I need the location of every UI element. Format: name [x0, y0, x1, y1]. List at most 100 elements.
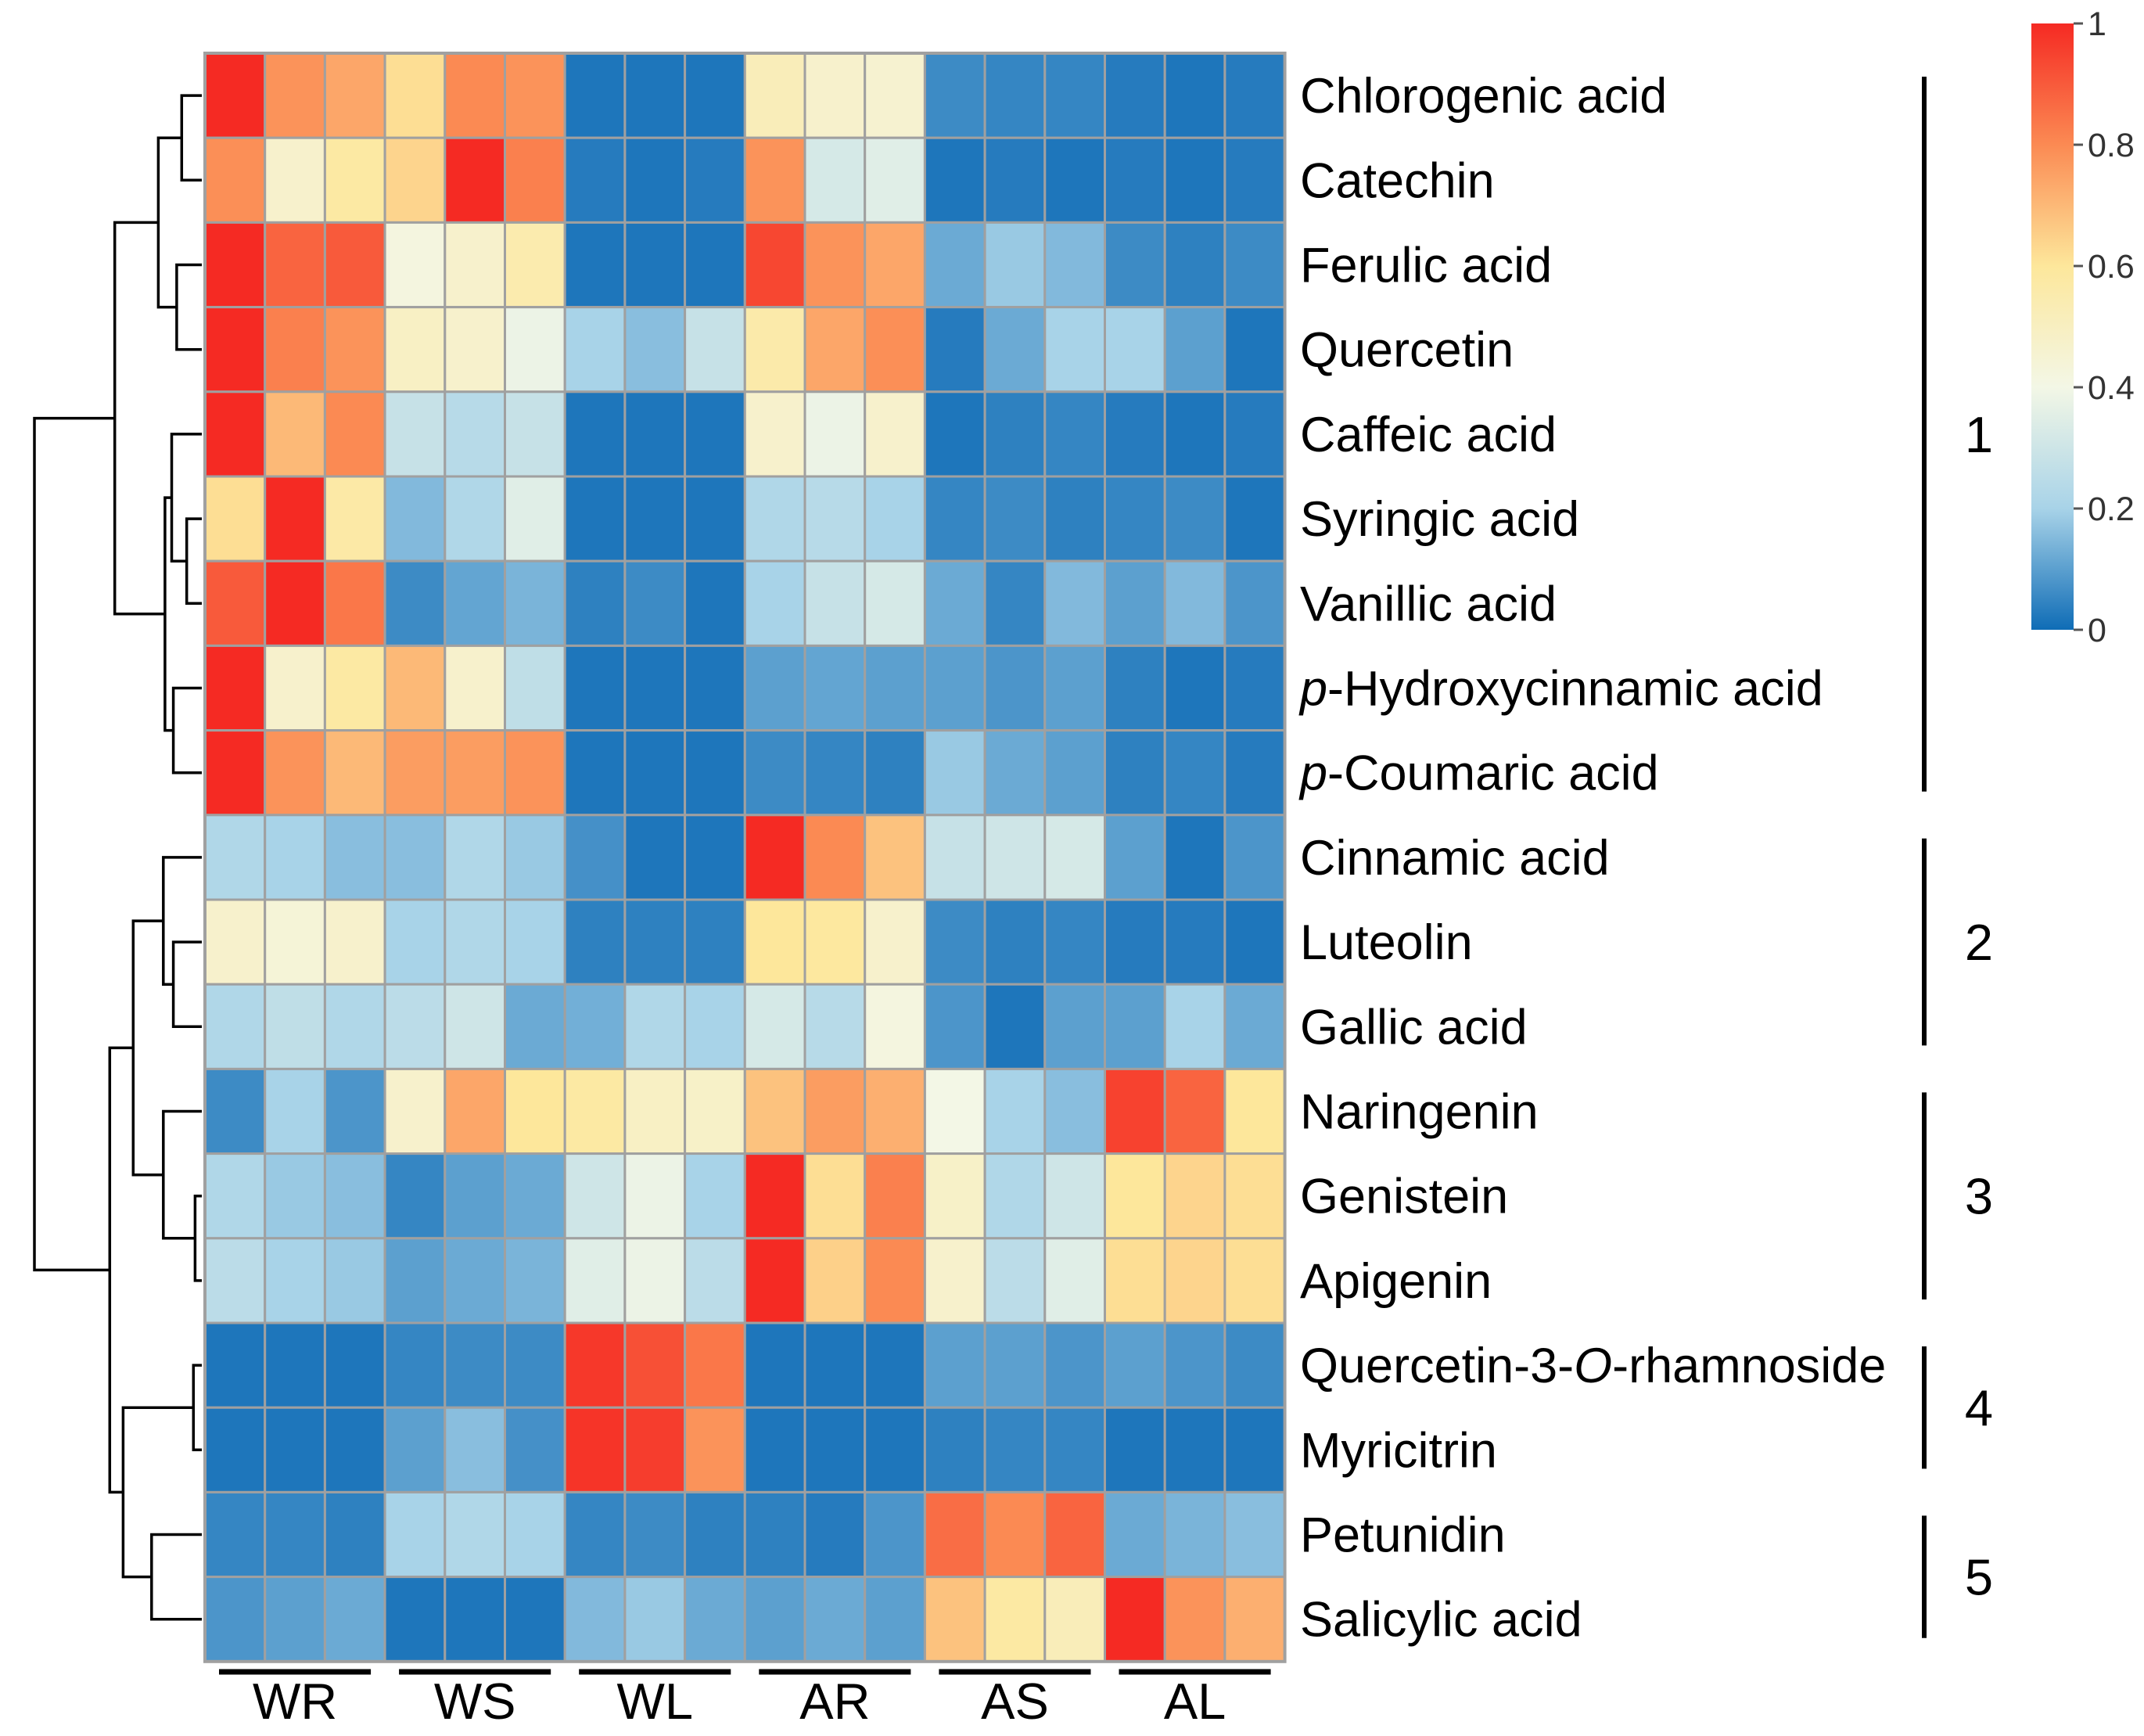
cluster-label: 1	[1965, 406, 1993, 463]
heatmap-cell	[504, 52, 566, 139]
heatmap-cell	[623, 1406, 687, 1493]
heatmap-cell	[623, 644, 687, 732]
heatmap-cell	[743, 221, 806, 309]
heatmap-cell	[743, 814, 806, 901]
heatmap-cell	[1223, 475, 1287, 562]
heatmap-cell	[264, 306, 326, 394]
heatmap-cell	[504, 644, 566, 732]
heatmap-cell	[383, 559, 447, 647]
heatmap-cell	[1223, 390, 1287, 478]
heatmap-cell	[1104, 390, 1166, 478]
heatmap-cell	[323, 52, 386, 139]
heatmap-cell	[923, 1067, 986, 1156]
heatmap-cell	[444, 136, 506, 224]
heatmap-cell	[203, 644, 267, 732]
heatmap-cell	[1043, 1576, 1107, 1663]
heatmap-cell	[1043, 221, 1107, 309]
row-label: Salicylic acid	[1300, 1593, 1582, 1648]
heatmap-cell	[1223, 1321, 1287, 1409]
heatmap-cell	[444, 52, 506, 139]
heatmap-cell	[383, 814, 447, 901]
heatmap-cell	[383, 1321, 447, 1409]
heatmap-cell	[684, 52, 746, 139]
heatmap-cells	[203, 52, 1287, 1663]
heatmap-cell	[264, 814, 326, 901]
heatmap-cell	[203, 390, 267, 478]
heatmap-cell	[383, 1576, 447, 1663]
legend-tick-label: 1	[2088, 5, 2106, 43]
heatmap-cell	[684, 390, 746, 478]
heatmap-cell	[1043, 1406, 1107, 1493]
heatmap-cell	[444, 306, 506, 394]
heatmap-cell	[864, 221, 926, 309]
heatmap-cell	[803, 983, 867, 1070]
dendrogram-branch	[185, 517, 202, 606]
heatmap-cell	[1043, 475, 1107, 562]
heatmap-cell	[983, 52, 1047, 139]
heatmap-cell	[323, 136, 386, 224]
heatmap-cell	[504, 1406, 566, 1493]
heatmap-cell	[923, 729, 986, 817]
heatmap-cell	[1043, 306, 1107, 394]
heatmap-cell	[1163, 814, 1226, 901]
heatmap-cell	[1104, 1237, 1166, 1324]
heatmap-cell	[1104, 644, 1166, 732]
heatmap-cell	[864, 475, 926, 562]
heatmap-cell	[983, 1067, 1047, 1156]
heatmap-cell	[684, 898, 746, 986]
heatmap-cell	[923, 1576, 986, 1663]
heatmap-cell	[264, 52, 326, 139]
heatmap-cell	[623, 390, 687, 478]
heatmap-cell	[623, 983, 687, 1070]
heatmap-cell	[1104, 1321, 1166, 1409]
heatmap-cell	[264, 983, 326, 1070]
heatmap-cell	[203, 729, 267, 817]
heatmap-cell	[264, 1406, 326, 1493]
dendrogram-branch	[131, 919, 163, 1177]
heatmap-cell	[264, 559, 326, 647]
heatmap-cell	[1223, 1406, 1287, 1493]
heatmap-cell	[1163, 729, 1226, 817]
heatmap-cell	[444, 1321, 506, 1409]
heatmap-cell	[864, 306, 926, 394]
row-label: Gallic acid	[1300, 1000, 1528, 1055]
heatmap-cell	[623, 1152, 687, 1240]
heatmap-cell	[444, 390, 506, 478]
legend-colorbar	[2031, 23, 2074, 630]
heatmap-cell	[203, 1321, 267, 1409]
heatmap-cell	[504, 136, 566, 224]
heatmap-cell	[444, 1067, 506, 1156]
heatmap-cell	[1163, 390, 1226, 478]
heatmap-cell	[1223, 306, 1287, 394]
heatmap-cell	[743, 390, 806, 478]
heatmap-cell	[323, 644, 386, 732]
heatmap-cell	[623, 1321, 687, 1409]
dendrogram-branch	[192, 1364, 202, 1452]
heatmap-cell	[983, 1237, 1047, 1324]
row-label: p-Hydroxycinnamic acid	[1298, 662, 1823, 717]
heatmap-cell	[264, 644, 326, 732]
heatmap-cell	[684, 1576, 746, 1663]
heatmap-cell	[684, 1321, 746, 1409]
heatmap-cell	[1163, 644, 1226, 732]
heatmap-cell	[264, 1067, 326, 1156]
heatmap-cell	[864, 644, 926, 732]
heatmap-cell	[923, 136, 986, 224]
heatmap-cell	[1104, 559, 1166, 647]
heatmap-cell	[1163, 898, 1226, 986]
heatmap-cell	[684, 306, 746, 394]
heatmap-cell	[323, 1406, 386, 1493]
heatmap-cell	[684, 983, 746, 1070]
heatmap-cell	[803, 136, 867, 224]
heatmap-cell	[923, 390, 986, 478]
row-label: Vanillic acid	[1300, 577, 1557, 631]
heatmap-cell	[684, 1406, 746, 1493]
dendrogram-branch	[121, 1406, 194, 1579]
heatmap-cell	[864, 1321, 926, 1409]
dendrogram-branch	[156, 136, 182, 309]
dendrogram-branch	[171, 940, 202, 1029]
heatmap-cell	[983, 1406, 1047, 1493]
heatmap-cell	[1104, 1406, 1166, 1493]
heatmap-cell	[563, 475, 627, 562]
heatmap-cell	[684, 1067, 746, 1156]
